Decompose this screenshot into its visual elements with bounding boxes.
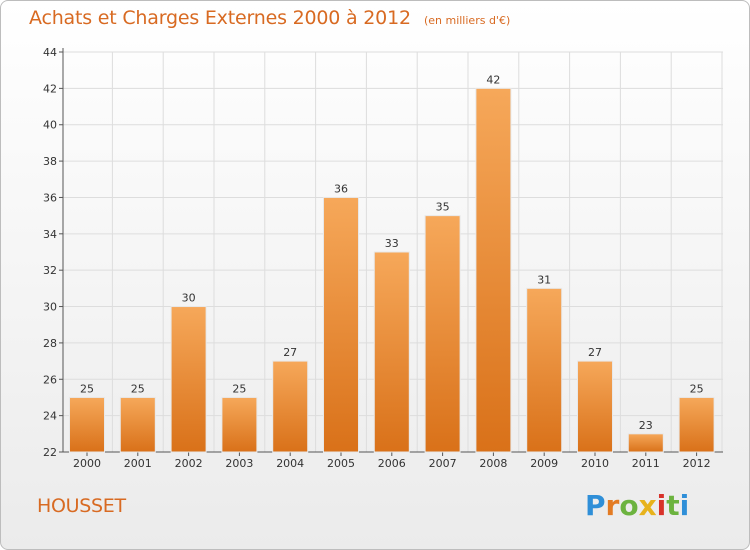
y-tick-label: 36: [43, 191, 57, 204]
y-tick-label: 44: [43, 46, 57, 59]
x-tick-label: 2001: [124, 457, 152, 470]
logo-letter: r: [605, 489, 620, 522]
y-tick-label: 40: [43, 119, 57, 132]
x-tick-label: 2010: [581, 457, 609, 470]
bar-2009: [526, 287, 563, 453]
logo-letter: o: [619, 489, 639, 522]
logo-letter: t: [666, 489, 680, 522]
data-label-2005: 36: [334, 182, 348, 195]
data-label-2007: 35: [436, 201, 450, 214]
data-label-2006: 33: [385, 237, 399, 250]
y-tick-label: 30: [43, 301, 57, 314]
x-tick-label: 2006: [378, 457, 406, 470]
bar-2003: [221, 396, 258, 453]
bar-2008: [475, 87, 512, 453]
bar-2002: [170, 306, 207, 453]
logo-letter: x: [638, 489, 657, 522]
y-tick-label: 26: [43, 373, 57, 386]
data-label-2010: 27: [588, 346, 602, 359]
title-row: Achats et Charges Externes 2000 à 2012 (…: [29, 7, 510, 29]
x-tick-label: 2000: [73, 457, 101, 470]
data-label-2003: 25: [232, 382, 246, 395]
data-label-2001: 25: [131, 382, 145, 395]
x-tick-label: 2003: [225, 457, 253, 470]
y-tick-label: 42: [43, 82, 57, 95]
data-label-2011: 23: [639, 419, 653, 432]
y-tick-label: 32: [43, 264, 57, 277]
data-labels: 25 25 30 25 27 36 33 35 42 31 27 23 25: [80, 73, 704, 431]
y-tick-label: 34: [43, 228, 57, 241]
place-name: HOUSSET: [37, 495, 126, 517]
bar-2004: [272, 360, 309, 453]
data-label-2012: 25: [690, 382, 704, 395]
axes: 22 24 26 28 30 32 34 36 38 40 42 44 2000 2001 2002 2003…: [43, 46, 723, 470]
y-tick-label: 38: [43, 155, 57, 168]
x-tick-label: 2012: [683, 457, 711, 470]
unit-note: (en milliers d'€): [423, 14, 511, 27]
data-label-2004: 27: [283, 346, 297, 359]
x-tick-label: 2002: [175, 457, 203, 470]
x-tick-label: 2009: [530, 457, 558, 470]
data-label-2002: 30: [182, 292, 196, 305]
logo-letter: i: [679, 489, 690, 522]
y-tick-label: 24: [43, 410, 57, 423]
x-tick-label: 2005: [327, 457, 355, 470]
logo-letter: i: [656, 489, 667, 522]
y-tick-label: 22: [43, 446, 57, 459]
bar-2006: [373, 251, 410, 453]
bar-2007: [424, 215, 461, 453]
logo-letter: P: [585, 489, 606, 522]
data-label-2008: 42: [486, 73, 500, 86]
x-tick-label: 2004: [276, 457, 304, 470]
proxiti-logo: Proxiti: [585, 489, 689, 522]
x-tick-label: 2008: [479, 457, 507, 470]
bar-2005: [323, 196, 359, 453]
data-label-2009: 31: [537, 273, 551, 286]
x-tick-label: 2007: [429, 457, 457, 470]
chart-title: Achats et Charges Externes 2000 à 2012: [29, 7, 411, 29]
x-tick-label: 2011: [632, 457, 660, 470]
bar-2011: [627, 433, 664, 453]
data-label-2000: 25: [80, 382, 94, 395]
y-tick-label: 28: [43, 337, 57, 350]
bars: [69, 87, 715, 453]
bar-2001: [119, 396, 156, 453]
bar-2012: [678, 396, 715, 453]
bar-2010: [577, 360, 613, 453]
bar-2000: [69, 396, 105, 453]
